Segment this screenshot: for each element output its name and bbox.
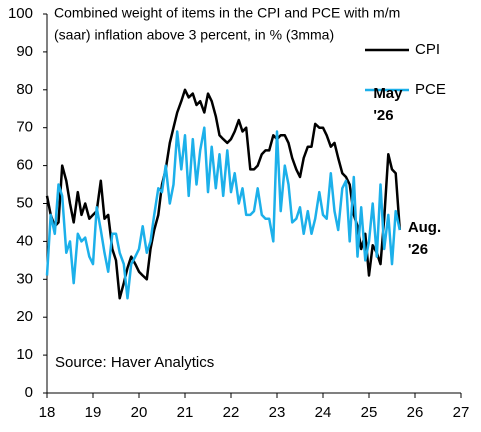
y-tick-label: 50 [16, 194, 33, 211]
legend-label: CPI [415, 41, 440, 58]
y-tick-label: 0 [25, 384, 33, 401]
annotation: Aug. [408, 219, 441, 236]
y-tick-label: 10 [16, 346, 33, 363]
x-tick-label: 25 [361, 404, 378, 421]
chart-title: (saar) inflation above 3 percent, in % (… [54, 27, 334, 43]
x-tick-label: 20 [131, 404, 148, 421]
line-series [45, 88, 402, 300]
x-tick-label: 19 [85, 404, 102, 421]
y-tick-label: 70 [16, 119, 33, 136]
y-tick-label: 80 [16, 81, 33, 98]
source: Source: Haver Analytics [55, 354, 214, 371]
y-tick-label: 40 [16, 232, 33, 249]
x-tick-label: 27 [453, 404, 470, 421]
annotation: '26 [408, 241, 428, 258]
line-series [45, 126, 402, 300]
x-tick-label: 22 [223, 404, 240, 421]
x-tick-label: 23 [269, 404, 286, 421]
y-tick-label: 20 [16, 308, 33, 325]
y-tick-label: 90 [16, 43, 33, 60]
chart-title: Combined weight of items in the CPI and … [54, 5, 400, 21]
annotation: '26 [373, 107, 393, 124]
legend-label: PCE [415, 81, 446, 98]
y-tick-label: 60 [16, 157, 33, 174]
y-tick-label: 100 [8, 5, 33, 22]
x-tick-label: 21 [177, 404, 194, 421]
x-tick-label: 26 [407, 404, 424, 421]
y-tick-label: 30 [16, 270, 33, 287]
x-tick-label: 24 [315, 404, 332, 421]
x-tick-label: 18 [39, 404, 56, 421]
annotation: May [373, 85, 403, 102]
